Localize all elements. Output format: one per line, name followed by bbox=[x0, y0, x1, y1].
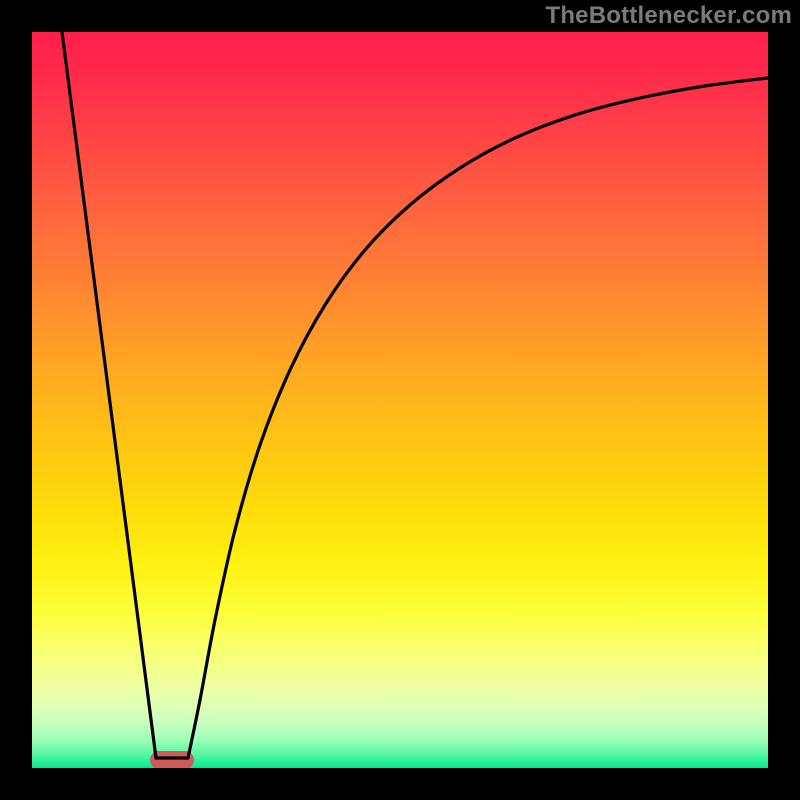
chart-container: TheBottlenecker.com bbox=[0, 0, 800, 800]
watermark-text: TheBottlenecker.com bbox=[545, 2, 792, 30]
chart-svg bbox=[0, 0, 800, 800]
